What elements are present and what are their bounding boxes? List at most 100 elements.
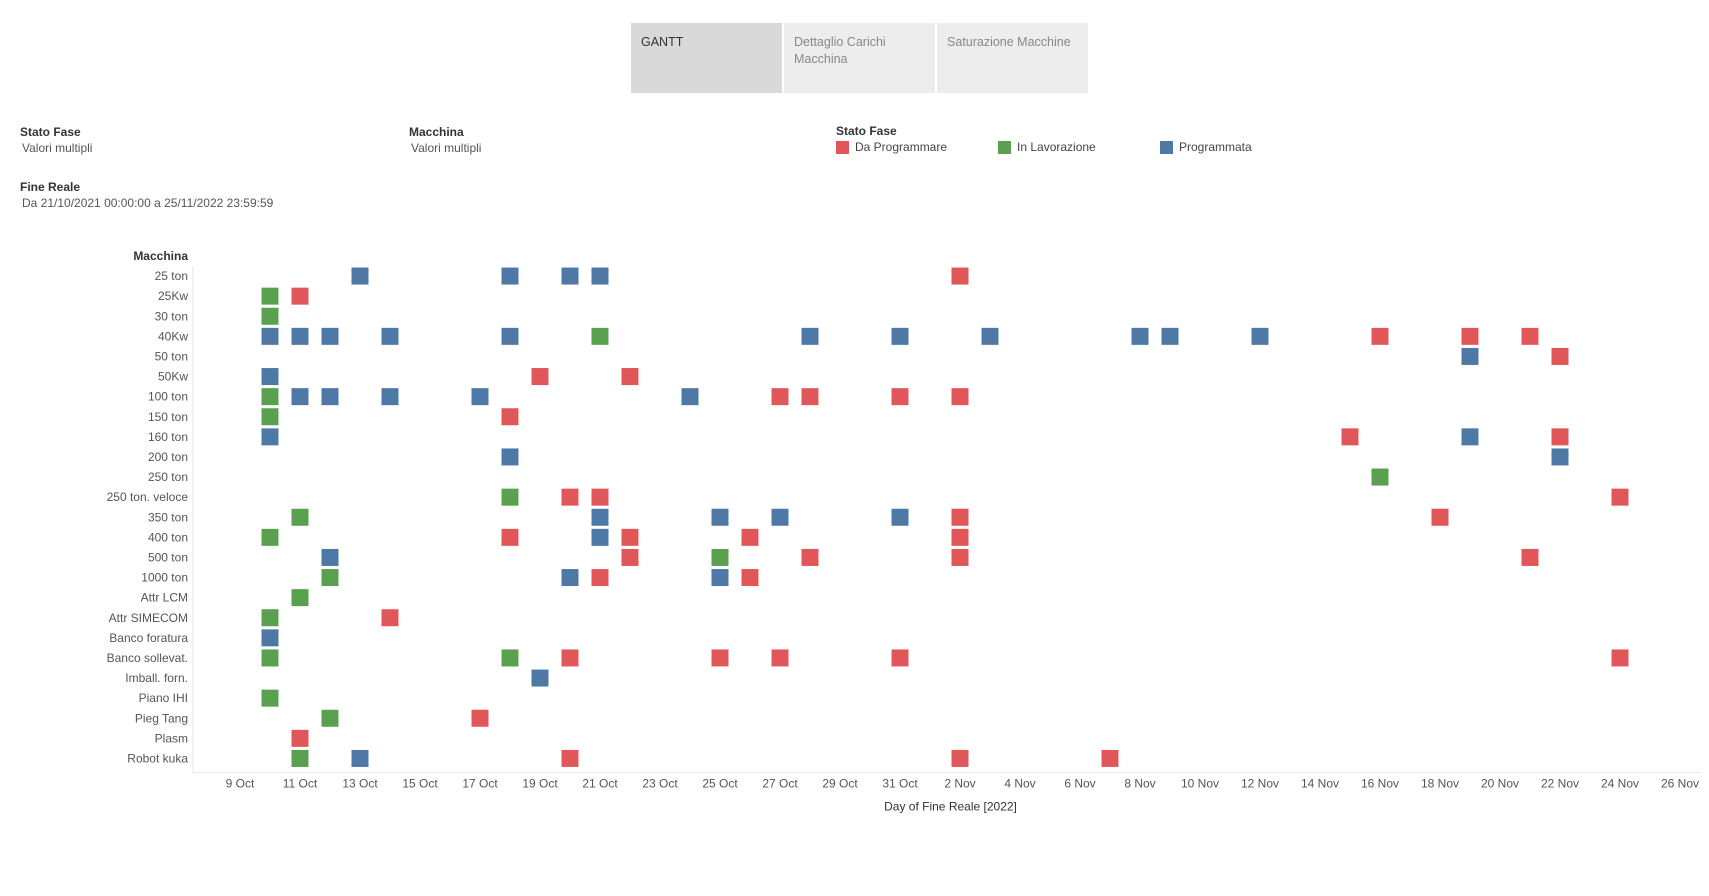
data-mark: [891, 649, 909, 667]
x-tick-label: 13 Oct: [342, 777, 378, 791]
data-mark: [951, 508, 969, 526]
data-mark: [381, 327, 399, 345]
data-mark: [321, 548, 339, 566]
filter-macchina[interactable]: Macchina Valori multipli: [409, 124, 481, 156]
y-tick-label: 400 ton: [148, 530, 188, 544]
data-mark: [321, 709, 339, 727]
data-mark: [261, 528, 279, 546]
data-mark: [471, 709, 489, 727]
data-mark: [1551, 347, 1569, 365]
filter-value: Valori multipli: [411, 141, 482, 155]
data-mark: [741, 528, 759, 546]
x-tick-label: 14 Nov: [1301, 777, 1339, 791]
legend-label: Programmata: [1179, 140, 1252, 154]
data-mark: [321, 569, 339, 587]
filter-title: Stato Fase: [20, 125, 81, 139]
y-axis-title: Macchina: [133, 249, 188, 263]
tab-gantt[interactable]: GANTT: [631, 23, 782, 93]
data-mark: [711, 548, 729, 566]
data-mark: [801, 388, 819, 406]
data-mark: [351, 749, 369, 767]
legend-item-programmata[interactable]: Programmata: [1160, 140, 1252, 154]
x-tick-label: 26 Nov: [1661, 777, 1699, 791]
filter-stato-fase[interactable]: Stato Fase Valori multipli: [20, 124, 92, 156]
data-mark: [501, 528, 519, 546]
data-mark: [261, 287, 279, 305]
data-mark: [471, 388, 489, 406]
data-mark: [261, 689, 279, 707]
x-tick-label: 2 Nov: [944, 777, 975, 791]
data-mark: [1461, 327, 1479, 345]
filter-fine-reale[interactable]: Fine Reale Da 21/10/2021 00:00:00 a 25/1…: [20, 179, 273, 211]
data-mark: [711, 508, 729, 526]
y-tick-label: Plasm: [155, 731, 188, 745]
data-mark: [501, 327, 519, 345]
y-tick-label: Piano IHI: [139, 691, 188, 705]
y-tick-label: 50Kw: [158, 370, 188, 384]
x-tick-label: 17 Oct: [462, 777, 498, 791]
data-mark: [1521, 548, 1539, 566]
tab-dettaglio-carichi-macchina[interactable]: Dettaglio Carichi Macchina: [784, 23, 935, 93]
data-mark: [891, 508, 909, 526]
data-mark: [591, 327, 609, 345]
y-tick-label: Banco sollevat.: [107, 651, 188, 665]
x-tick-label: 24 Nov: [1601, 777, 1639, 791]
data-mark: [1161, 327, 1179, 345]
legend-label: Da Programmare: [855, 140, 948, 154]
x-tick-label: 10 Nov: [1181, 777, 1219, 791]
data-mark: [711, 649, 729, 667]
data-mark: [381, 388, 399, 406]
data-mark: [591, 267, 609, 285]
legend-swatch: [836, 140, 849, 154]
data-mark: [1461, 428, 1479, 446]
data-mark: [591, 528, 609, 546]
data-mark: [531, 368, 549, 386]
data-mark: [561, 488, 579, 506]
filter-title: Fine Reale: [20, 180, 81, 194]
data-mark: [1251, 327, 1269, 345]
y-tick-label: 40Kw: [158, 329, 188, 343]
data-mark: [261, 649, 279, 667]
data-mark: [291, 388, 309, 406]
x-tick-label: 29 Oct: [822, 777, 858, 791]
data-mark: [771, 649, 789, 667]
data-mark: [291, 327, 309, 345]
data-mark: [561, 749, 579, 767]
data-mark: [321, 327, 339, 345]
y-tick-label: Robot kuka: [127, 751, 188, 765]
data-mark: [1371, 327, 1389, 345]
y-tick-label: 150 ton: [148, 410, 188, 424]
legend-item-da-programmare[interactable]: Da Programmare: [836, 140, 947, 154]
y-tick-label: 500 ton: [148, 550, 188, 564]
data-mark: [501, 649, 519, 667]
legend-item-in-lavorazione[interactable]: In Lavorazione: [998, 140, 1096, 154]
y-tick-label: 350 ton: [148, 510, 188, 524]
data-mark: [561, 649, 579, 667]
tab-saturazione-macchine[interactable]: Saturazione Macchine: [937, 23, 1088, 93]
filter-value: Da 21/10/2021 00:00:00 a 25/11/2022 23:5…: [22, 196, 274, 210]
data-mark: [741, 569, 759, 587]
data-mark: [561, 267, 579, 285]
data-mark: [291, 749, 309, 767]
x-tick-label: 27 Oct: [762, 777, 798, 791]
y-tick-label: Attr SIMECOM: [109, 611, 188, 625]
legend-swatch: [998, 140, 1011, 154]
data-mark: [591, 488, 609, 506]
data-mark: [381, 609, 399, 627]
y-tick-label: 30 ton: [155, 309, 188, 323]
data-mark: [951, 388, 969, 406]
x-tick-label: 31 Oct: [882, 777, 918, 791]
data-mark: [561, 569, 579, 587]
x-tick-label: 12 Nov: [1241, 777, 1279, 791]
data-mark: [291, 729, 309, 747]
data-mark: [501, 488, 519, 506]
y-tick-label: 25Kw: [158, 289, 188, 303]
data-mark: [261, 408, 279, 426]
data-mark: [261, 388, 279, 406]
data-mark: [321, 388, 339, 406]
data-mark: [1431, 508, 1449, 526]
data-mark: [951, 528, 969, 546]
data-mark: [1101, 749, 1119, 767]
x-tick-label: 21 Oct: [582, 777, 618, 791]
